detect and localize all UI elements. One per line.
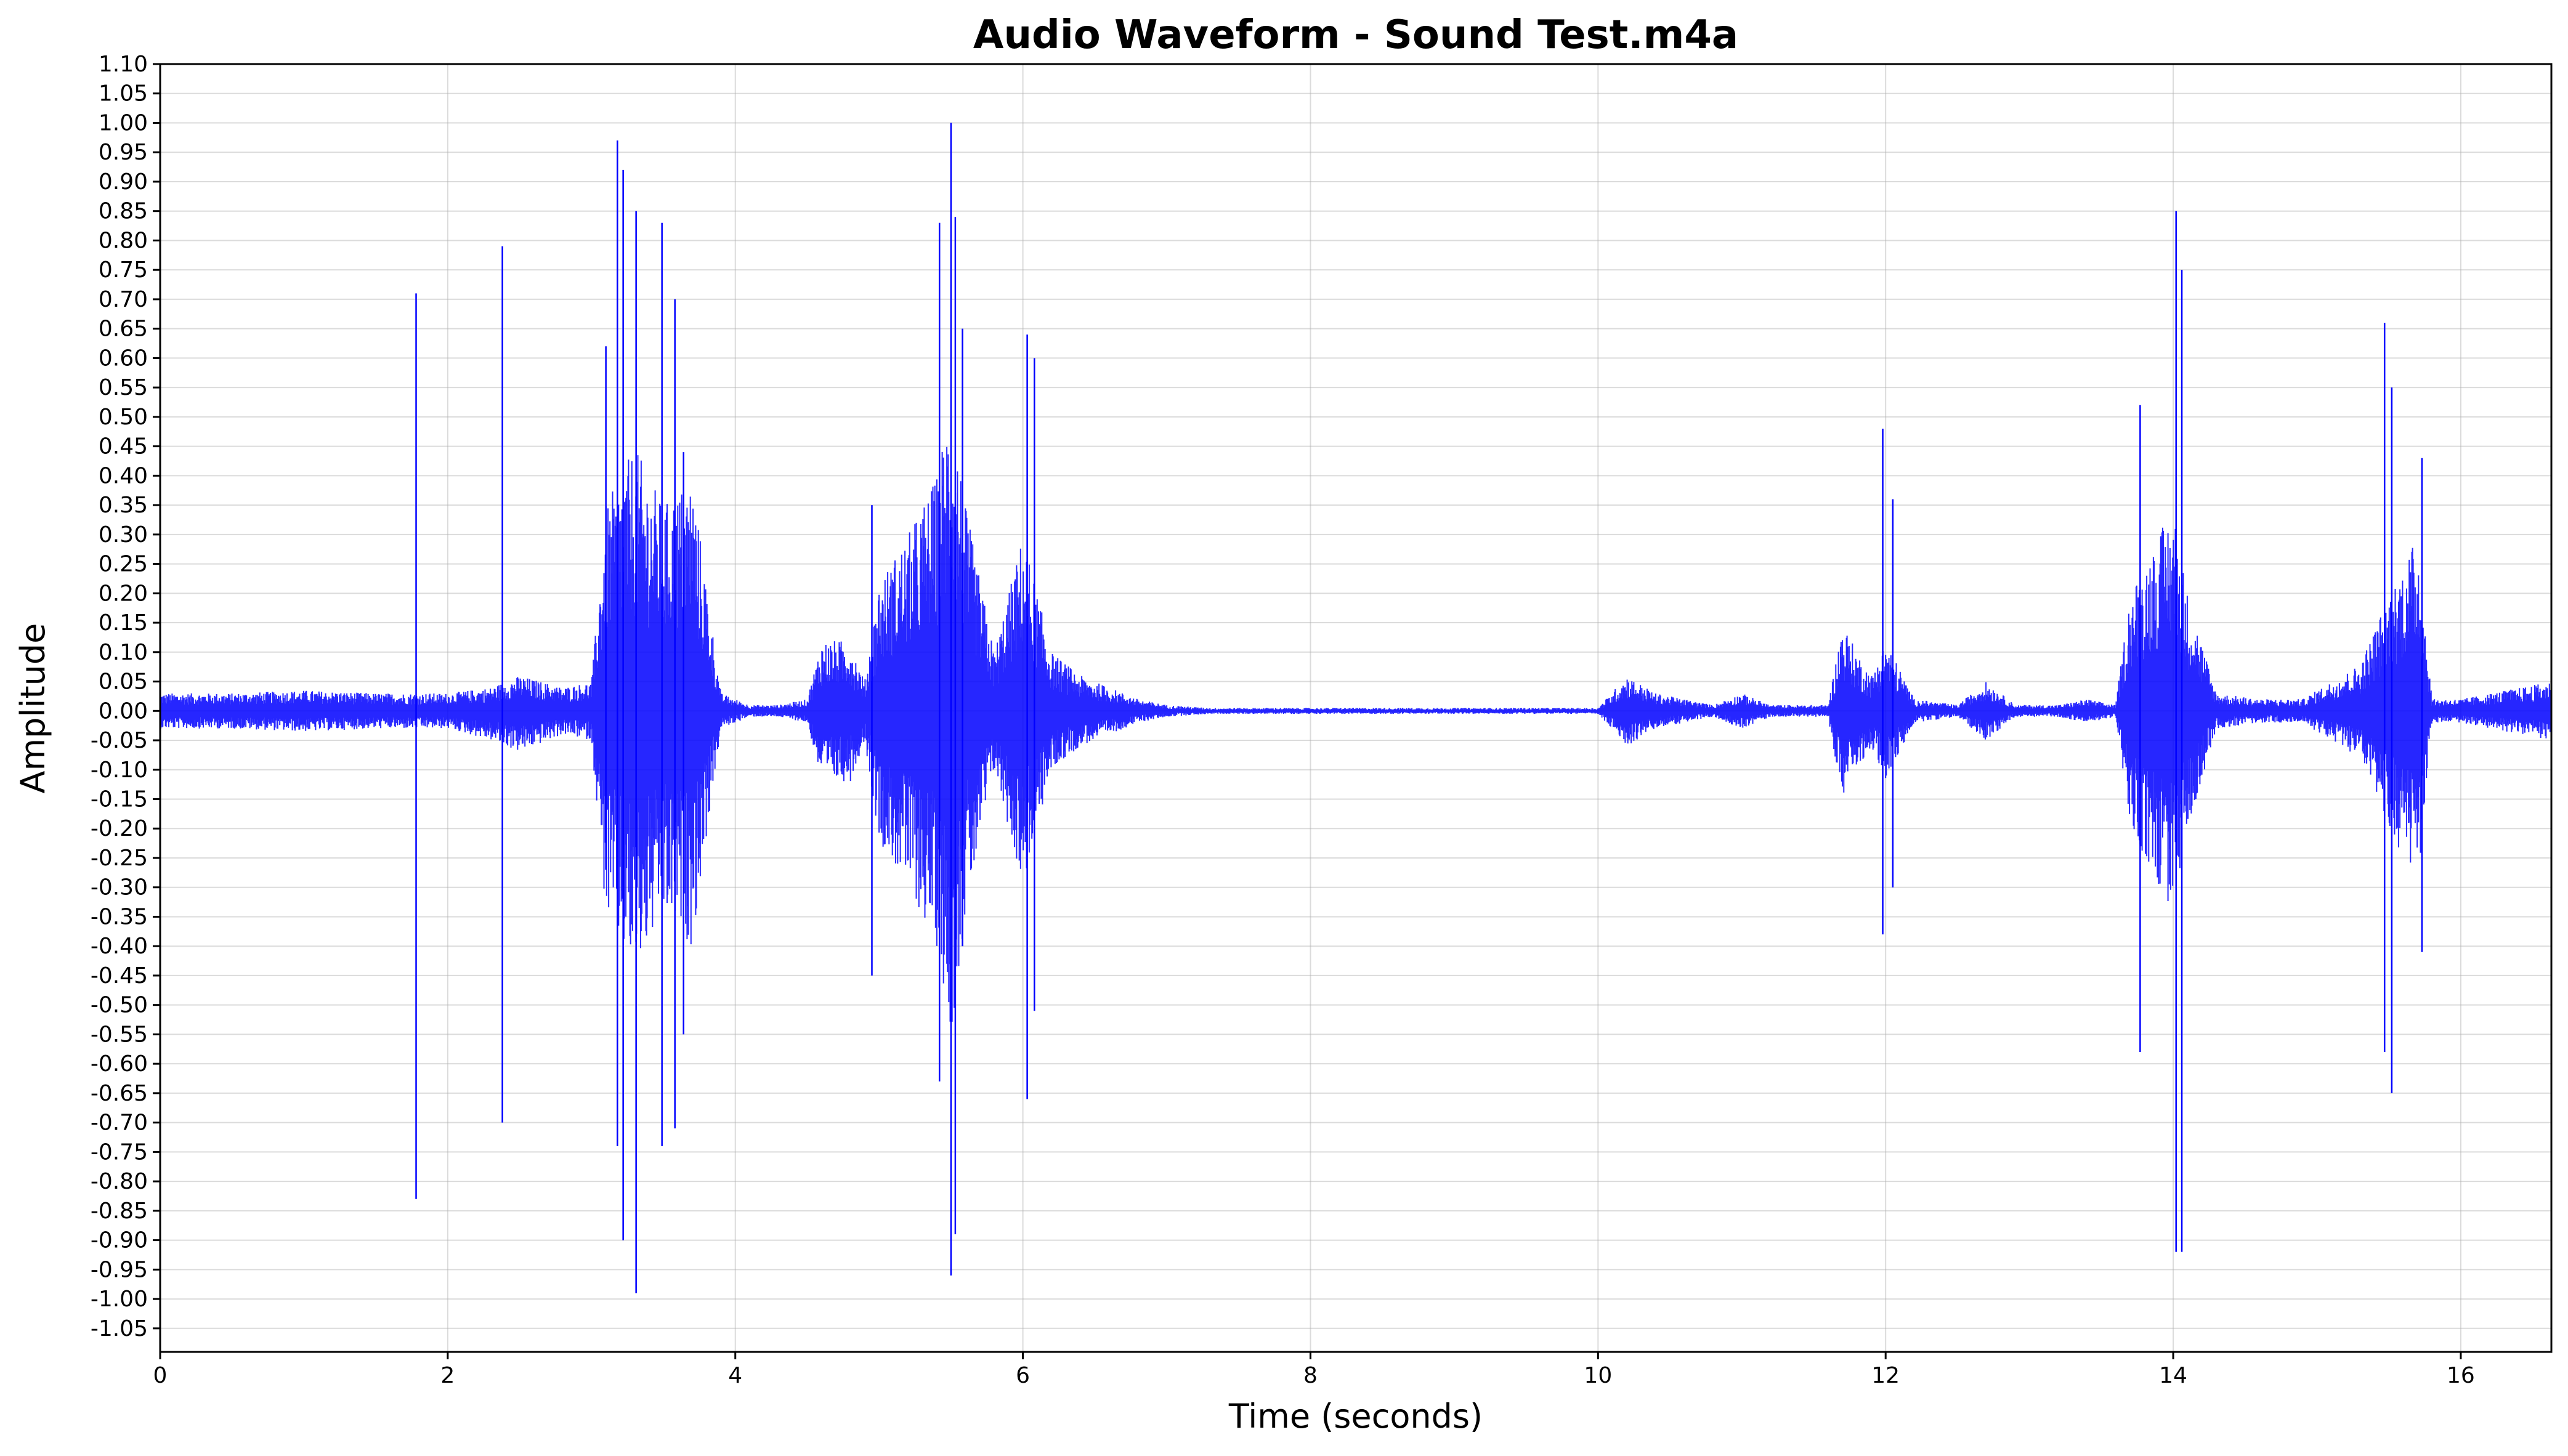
y-tick-label: -1.00 xyxy=(91,1287,148,1312)
x-tick-label: 8 xyxy=(1303,1363,1318,1388)
y-tick-label: -0.65 xyxy=(91,1081,148,1106)
y-tick-label: 1.10 xyxy=(99,52,148,77)
x-tick-label: 16 xyxy=(2447,1363,2475,1388)
y-tick-label: -0.30 xyxy=(91,875,148,900)
chart-title: Audio Waveform - Sound Test.m4a xyxy=(973,12,1738,58)
y-tick-label: -0.60 xyxy=(91,1051,148,1077)
y-tick-label: 0.15 xyxy=(99,610,148,636)
y-tick-label: 1.00 xyxy=(99,110,148,135)
x-axis-label: Time (seconds) xyxy=(1228,1397,1483,1436)
y-tick-label: -0.90 xyxy=(91,1228,148,1253)
y-tick-label: 0.60 xyxy=(99,346,148,371)
y-tick-label: 0.20 xyxy=(99,581,148,606)
y-tick-label: 0.30 xyxy=(99,522,148,548)
y-tick-label: -0.35 xyxy=(91,904,148,929)
y-tick-label: 0.65 xyxy=(99,317,148,342)
x-tick-label: 14 xyxy=(2159,1363,2187,1388)
y-tick-label: 0.85 xyxy=(99,199,148,224)
y-tick-label: -1.05 xyxy=(91,1316,148,1341)
plot-frame xyxy=(159,63,2553,1353)
y-tick-label: -0.40 xyxy=(91,934,148,959)
y-tick-label: -0.45 xyxy=(91,963,148,989)
x-tick-label: 6 xyxy=(1016,1363,1030,1388)
y-tick-label: -0.10 xyxy=(91,758,148,783)
y-tick-label: 1.05 xyxy=(99,81,148,107)
y-tick-label: 0.55 xyxy=(99,375,148,400)
y-tick-label: 0.40 xyxy=(99,463,148,488)
waveform-envelope xyxy=(160,447,2552,1022)
waveform-series xyxy=(160,123,2552,1293)
y-tick-label: 0.10 xyxy=(99,640,148,665)
y-tick-label: 0.75 xyxy=(99,257,148,283)
y-tick-label: 0.45 xyxy=(99,434,148,459)
x-tick-label: 0 xyxy=(153,1363,168,1388)
y-tick-label: 0.70 xyxy=(99,287,148,312)
y-tick-label: 0.25 xyxy=(99,552,148,577)
tick-layer: 0 2 4 6 8 10 12 14 16 1.10 1.05 1.00 0.95 0.90 0.85 0.8… xyxy=(91,52,2475,1388)
y-tick-label: 0.95 xyxy=(99,140,148,165)
y-tick-label: 0.90 xyxy=(99,169,148,195)
y-tick-label: 0.05 xyxy=(99,669,148,695)
y-tick-label: 0.35 xyxy=(99,493,148,518)
y-tick-label: -0.55 xyxy=(91,1022,148,1047)
grid-layer xyxy=(160,63,2551,1352)
x-tick-label: 2 xyxy=(440,1363,455,1388)
y-tick-label: 0.50 xyxy=(99,405,148,430)
y-tick-label: -0.70 xyxy=(91,1110,148,1136)
y-tick-label: -0.05 xyxy=(91,728,148,753)
y-tick-label: 0.00 xyxy=(99,698,148,724)
y-tick-label: -0.95 xyxy=(91,1257,148,1282)
y-tick-label: -0.25 xyxy=(91,846,148,871)
x-tick-label: 12 xyxy=(1871,1363,1900,1388)
y-tick-label: -0.85 xyxy=(91,1199,148,1224)
x-tick-label: 4 xyxy=(728,1363,742,1388)
y-tick-label: -0.50 xyxy=(91,993,148,1018)
y-tick-label: -0.15 xyxy=(91,787,148,812)
x-tick-label: 10 xyxy=(1584,1363,1612,1388)
y-tick-label: 0.80 xyxy=(99,228,148,253)
y-tick-label: -0.75 xyxy=(91,1139,148,1165)
y-axis-label: Amplitude xyxy=(14,623,52,794)
y-tick-label: -0.20 xyxy=(91,816,148,841)
y-tick-label: -0.80 xyxy=(91,1169,148,1194)
